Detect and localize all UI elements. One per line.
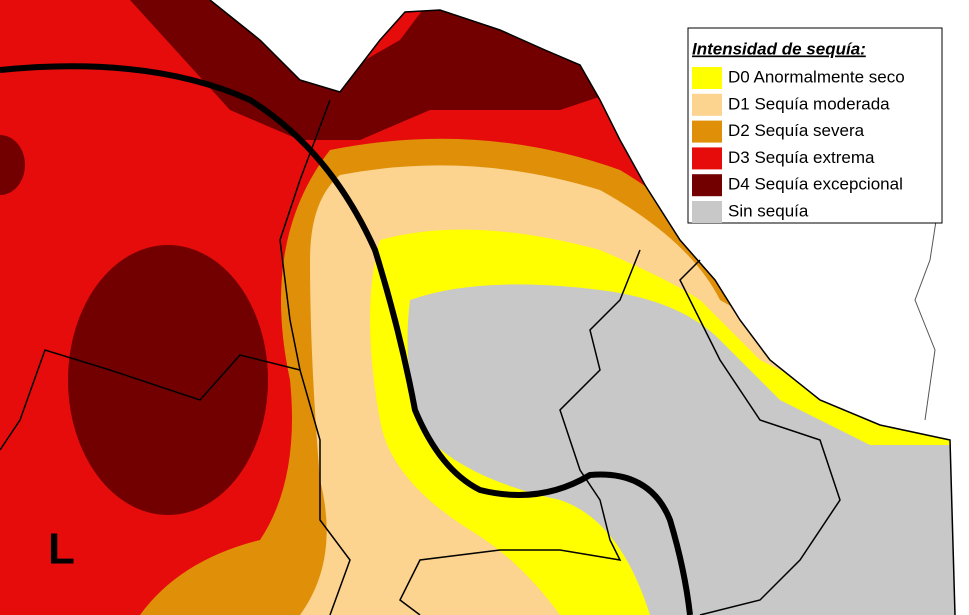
legend-swatch [692, 93, 722, 116]
barrier-island [914, 194, 941, 421]
legend-swatch [692, 174, 722, 197]
legend-title: Intensidad de sequía: [692, 39, 866, 58]
legend-box [687, 27, 943, 224]
legend-label: D4 Sequía excepcional [728, 175, 903, 194]
legend-label: D3 Sequía extrema [728, 148, 875, 167]
legend-label: D1 Sequía moderada [728, 94, 890, 113]
legend-swatch [692, 120, 722, 143]
legend-items: D0 Anormalmente seco D1 Sequía moderada D2… [692, 67, 905, 223]
legend-label: D0 Anormalmente seco [728, 67, 905, 86]
legend-label: Sin sequía [728, 201, 809, 220]
boundary-line [0, 63, 693, 615]
legend-swatch [692, 67, 722, 89]
legend-label: D2 Sequía severa [728, 121, 865, 140]
map-label: L [48, 525, 75, 574]
coastline [209, 0, 956, 615]
legend-swatch [692, 147, 722, 170]
legend: Intensidad de sequía: D0 Anormalmente se… [687, 27, 943, 224]
legend-swatch [692, 201, 722, 223]
